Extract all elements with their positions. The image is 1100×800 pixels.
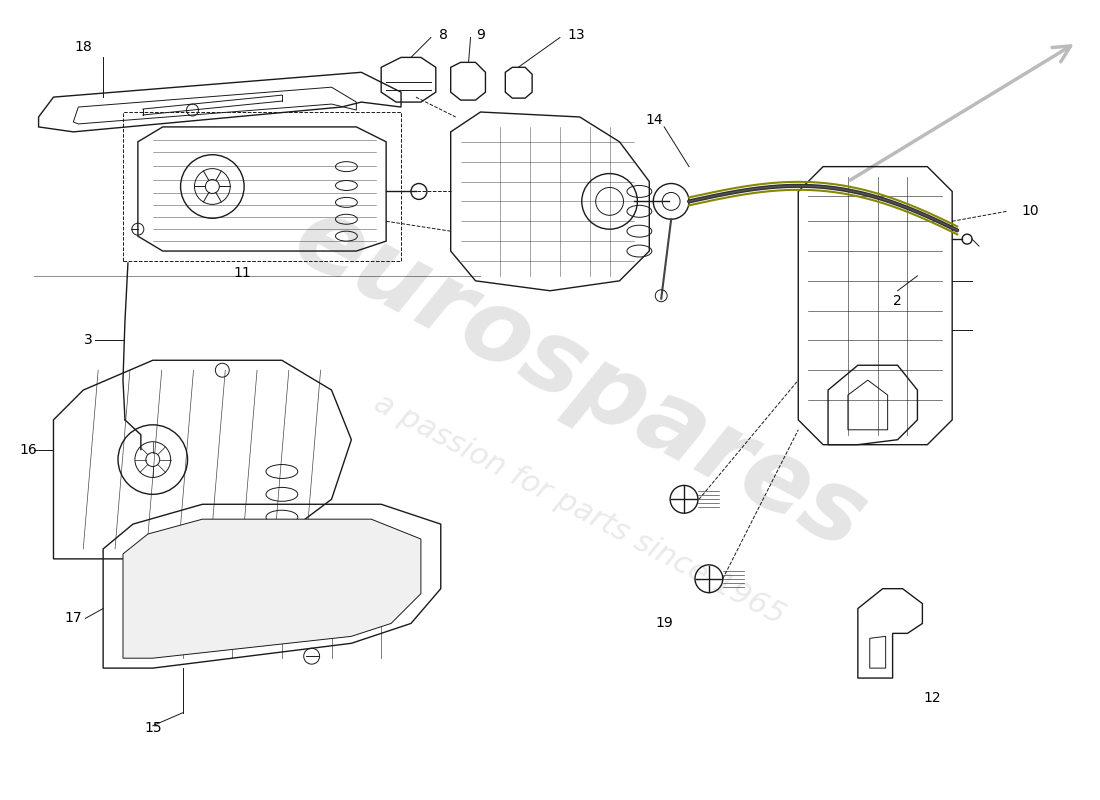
Text: 8: 8: [439, 27, 448, 42]
Text: 12: 12: [924, 691, 942, 705]
Text: 14: 14: [646, 113, 663, 127]
Text: 18: 18: [75, 41, 92, 54]
Text: 11: 11: [233, 266, 251, 280]
Text: 15: 15: [144, 721, 162, 734]
Text: 17: 17: [65, 611, 82, 626]
Text: 13: 13: [568, 27, 585, 42]
Bar: [123, 112, 402, 261]
Text: 9: 9: [476, 27, 485, 42]
Text: 10: 10: [1022, 204, 1040, 218]
Text: 3: 3: [84, 334, 92, 347]
Text: a passion for parts since 1965: a passion for parts since 1965: [370, 388, 790, 630]
Text: eurospares: eurospares: [277, 189, 882, 571]
Text: 16: 16: [20, 442, 37, 457]
Polygon shape: [123, 519, 421, 658]
Text: 19: 19: [656, 617, 673, 630]
Text: 2: 2: [893, 294, 902, 308]
